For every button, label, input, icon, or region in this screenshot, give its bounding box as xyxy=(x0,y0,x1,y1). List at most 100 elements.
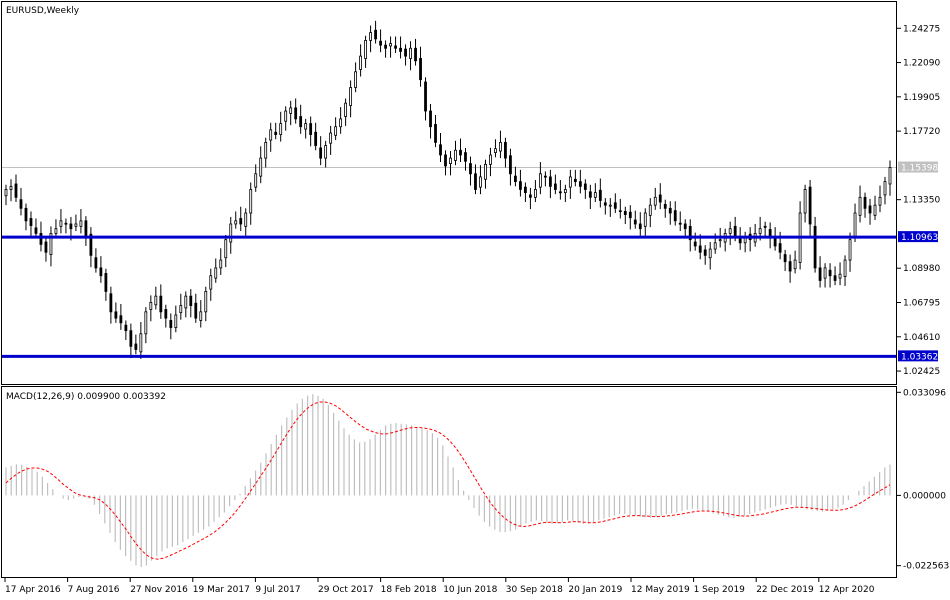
candle-body xyxy=(314,131,318,146)
candle-body xyxy=(578,181,582,187)
price-tick-label: 1.24275 xyxy=(903,24,940,34)
candle-body xyxy=(519,181,522,190)
candle-body xyxy=(9,185,13,190)
candle-body xyxy=(588,191,592,198)
candle-body xyxy=(808,186,812,225)
candle-body xyxy=(29,218,33,226)
horizontal-levels[interactable]: 1.10963 1.03362 xyxy=(2,231,938,362)
candle-body xyxy=(4,189,8,197)
candle-body xyxy=(109,293,113,313)
price-axis: 1.24275 1.22090 1.19905 1.17720 1.13350 1.089… xyxy=(896,24,940,377)
time-tick-label: 7 Aug 2016 xyxy=(68,585,120,595)
current-price-label: 1.15398 xyxy=(901,164,938,174)
candle-body xyxy=(868,205,872,214)
macd-panel[interactable] xyxy=(1,386,897,578)
price-tick-label: 1.04610 xyxy=(903,333,940,343)
candle-body xyxy=(144,311,148,335)
candle-body xyxy=(524,186,527,194)
candle-body xyxy=(613,202,617,209)
candle-body xyxy=(698,245,702,253)
candle-body xyxy=(249,189,253,214)
macd-title: MACD(12,26,9) 0.009900 0.003392 xyxy=(6,392,166,402)
candle-body xyxy=(648,204,652,216)
candle-body xyxy=(274,131,278,135)
candle-body xyxy=(244,212,248,227)
candle-body xyxy=(339,118,343,128)
candle-body xyxy=(169,320,173,328)
candle-body xyxy=(329,132,333,144)
candle-body xyxy=(618,210,622,213)
candle-body xyxy=(94,257,98,269)
candle-body xyxy=(504,142,507,159)
candle-body xyxy=(39,232,43,245)
candle-body xyxy=(823,267,827,279)
current-price-line: 1.15398 xyxy=(2,161,938,174)
candle-body xyxy=(324,145,328,159)
candle-body xyxy=(269,129,273,141)
candle-body xyxy=(683,223,687,230)
level-price-label: 1.10963 xyxy=(901,233,938,243)
candle-body xyxy=(64,222,68,225)
candle-body xyxy=(678,222,682,225)
candle-body xyxy=(259,157,263,177)
candle-body xyxy=(858,196,862,216)
candle-body xyxy=(848,239,852,261)
candle-body xyxy=(374,29,377,40)
candle-body xyxy=(484,163,487,180)
candle-body xyxy=(209,275,213,290)
macd-tick-label: 0.000000 xyxy=(903,491,946,501)
candle-body xyxy=(688,225,692,241)
candle-body xyxy=(793,259,797,270)
candle-body xyxy=(818,267,822,281)
time-tick-label: 12 Apr 2020 xyxy=(819,585,875,595)
time-tick-label: 30 Sep 2018 xyxy=(506,585,563,595)
candle-body xyxy=(833,275,837,281)
candle-body xyxy=(673,210,677,222)
candle-body xyxy=(628,211,632,219)
candle-body xyxy=(289,107,293,114)
time-tick-label: 9 Jul 2017 xyxy=(255,585,300,595)
candle-body xyxy=(344,102,348,117)
candle-body xyxy=(69,223,73,230)
candle-body xyxy=(464,152,467,162)
candle-body xyxy=(89,233,93,256)
candle-body xyxy=(489,154,492,165)
candle-body xyxy=(469,163,472,175)
candle-body xyxy=(429,110,432,128)
time-tick-label: 27 Nov 2016 xyxy=(130,585,188,595)
time-tick-label: 10 Jun 2018 xyxy=(443,585,497,595)
candle-body xyxy=(14,183,18,198)
price-tick-label: 1.02425 xyxy=(903,367,940,377)
level-price-box xyxy=(898,231,938,243)
time-axis: 17 Apr 2016 7 Aug 2016 27 Nov 2016 19 Mar 2… xyxy=(4,578,875,595)
candle-body xyxy=(583,183,587,190)
candle-body xyxy=(384,44,387,49)
candle-body xyxy=(189,295,193,306)
candle-body xyxy=(279,123,283,135)
candle-body xyxy=(104,273,108,292)
candle-body xyxy=(763,225,767,228)
candle-body xyxy=(369,32,372,41)
candle-body xyxy=(19,199,23,209)
candle-body xyxy=(439,144,442,156)
candle-body xyxy=(334,126,338,136)
candle-body xyxy=(309,123,313,135)
candle-body xyxy=(379,40,382,46)
candle-body xyxy=(54,228,58,234)
candle-body xyxy=(568,176,572,188)
price-panel[interactable] xyxy=(1,1,897,385)
price-tick-label: 1.22090 xyxy=(903,59,940,69)
candle-body xyxy=(543,175,547,178)
chart-title: EURUSD,Weekly xyxy=(6,6,80,16)
candle-body xyxy=(79,220,83,227)
candle-body xyxy=(119,315,123,324)
candle-body xyxy=(529,194,532,198)
candle-body xyxy=(414,47,417,62)
macd-tick-label: 0.033096 xyxy=(903,388,946,398)
candle-body xyxy=(633,219,637,225)
time-tick-label: 20 Jan 2019 xyxy=(568,585,622,595)
candle-body xyxy=(863,196,867,209)
candle-body xyxy=(404,48,407,57)
